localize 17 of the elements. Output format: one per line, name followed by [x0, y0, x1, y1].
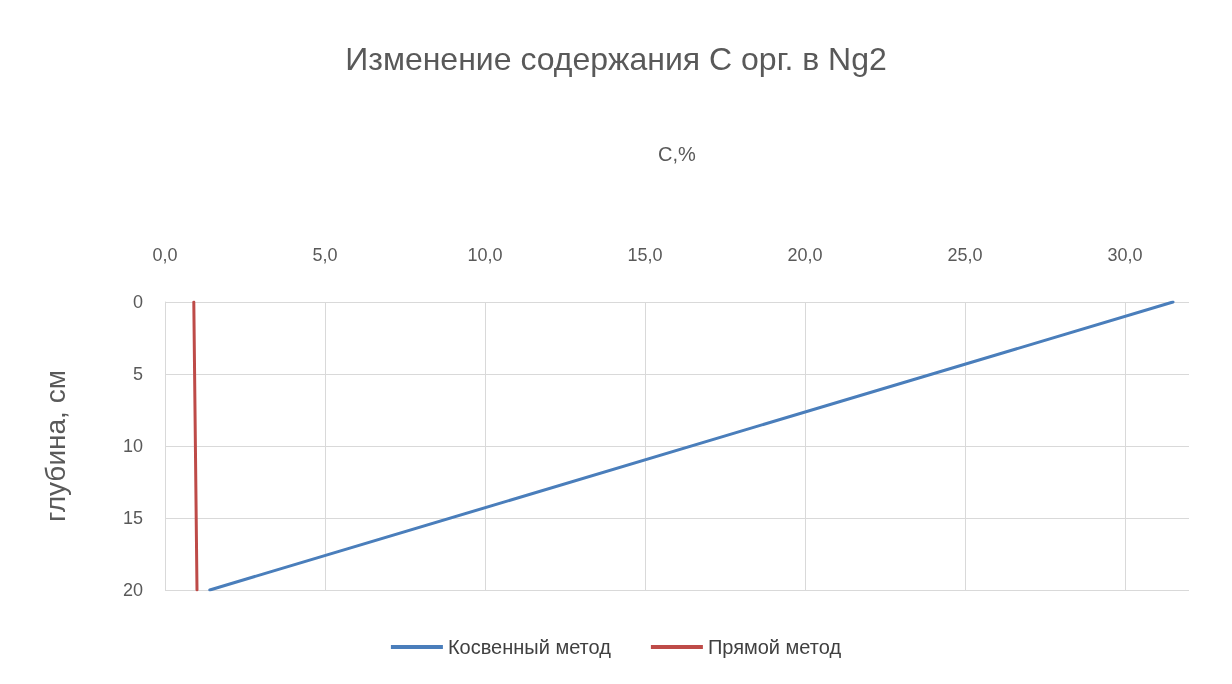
y-tick-label: 10	[122, 436, 143, 456]
x-tick-label: 20,0	[787, 245, 823, 265]
y-tick-label: 20	[122, 580, 143, 600]
x-tick-label: 25,0	[947, 245, 983, 265]
legend-label: Косвенный метод	[447, 636, 612, 658]
x-tick-label: 30,0	[1107, 245, 1143, 265]
legend-label: Прямой метод	[707, 636, 842, 658]
x-tick-label: 10,0	[467, 245, 503, 265]
x-tick-label: 15,0	[627, 245, 663, 265]
chart-title: Изменение содержания C орг. в Ng2	[345, 41, 887, 77]
x-tick-label: 0,0	[152, 245, 178, 265]
y-axis-title: глубина, см	[39, 370, 71, 522]
y-tick-label: 5	[132, 364, 143, 384]
y-tick-label: 0	[132, 292, 143, 312]
x-tick-label: 5,0	[312, 245, 338, 265]
y-tick-label: 15	[122, 508, 143, 528]
x-axis-title: C,%	[658, 143, 697, 165]
